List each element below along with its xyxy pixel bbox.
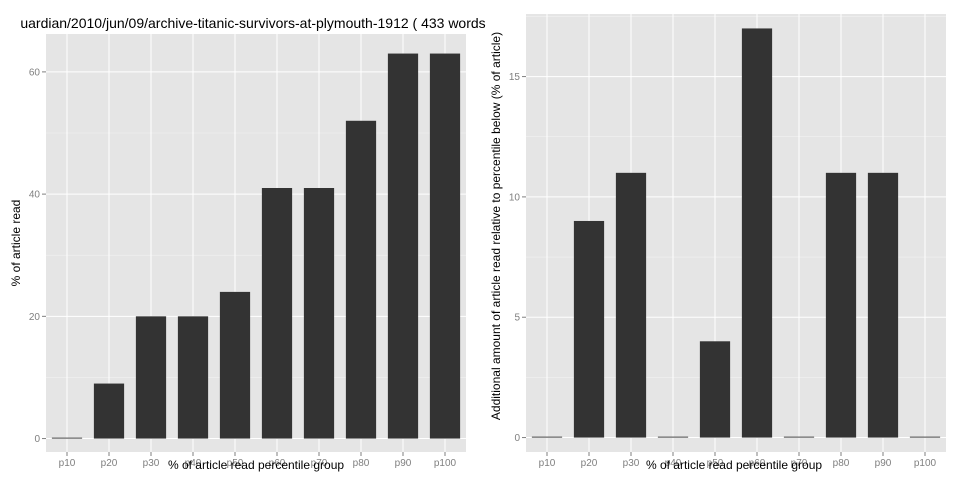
right-x-tick-label-p30: p30 (623, 458, 640, 469)
left-x-axis-ticks: p10 p20 p30 p40 p50 p60 p70 p80 p90 p100 (59, 452, 457, 469)
left-x-axis-title: % of article read percentile group (168, 458, 344, 472)
left-y-tick-label: 0 (34, 434, 40, 445)
left-chart-title: uardian/2010/jun/09/archive-titanic-surv… (20, 15, 485, 31)
left-bar-p70 (303, 188, 335, 439)
right-y-tick-label: 15 (509, 72, 521, 83)
right-x-tick-label-p100: p100 (914, 458, 937, 469)
right-y-tick-label: 10 (509, 192, 521, 203)
left-x-tick-label-p70: p70 (311, 458, 328, 469)
left-bars (51, 53, 461, 439)
right-x-tick-label-p80: p80 (833, 458, 850, 469)
left-x-tick-label-p50: p50 (227, 458, 244, 469)
right-x-tick-label-p20: p20 (581, 458, 598, 469)
left-bar-p10 (51, 437, 83, 439)
left-bar-p30 (135, 316, 167, 439)
right-x-tick-label-p90: p90 (875, 458, 892, 469)
right-bar-p100 (909, 436, 941, 438)
right-bar-p90 (867, 172, 899, 438)
left-chart: uardian/2010/jun/09/archive-titanic-surv… (9, 15, 486, 472)
left-x-tick-label-p40: p40 (185, 458, 202, 469)
left-x-tick-label-p20: p20 (101, 458, 118, 469)
left-x-tick-label-p60: p60 (269, 458, 286, 469)
right-x-axis-title: % of article read percentile group (646, 458, 822, 472)
left-bar-p50 (219, 291, 251, 439)
right-y-tick-label: 5 (514, 313, 520, 324)
right-x-tick-label-p70: p70 (791, 458, 808, 469)
right-y-tick-label: 0 (514, 433, 520, 444)
right-chart: 0 5 10 15 p10 p20 p30 p40 p50 p60 p70 p80 p90 p100 %… (489, 14, 946, 472)
right-y-axis-ticks: 0 5 10 15 (509, 72, 526, 444)
right-bar-p40 (657, 436, 689, 438)
right-bar-p20 (573, 220, 605, 438)
right-bars (531, 28, 941, 438)
left-bar-p90 (387, 53, 419, 439)
right-x-tick-label-p50: p50 (707, 458, 724, 469)
right-y-axis-title: Additional amount of article read relati… (489, 32, 503, 420)
left-x-tick-label-p90: p90 (395, 458, 412, 469)
right-x-axis-ticks: p10 p20 p30 p40 p50 p60 p70 p80 p90 p100 (539, 452, 937, 469)
left-y-tick-label: 20 (29, 312, 41, 323)
left-y-tick-label: 40 (29, 190, 41, 201)
left-bar-p60 (261, 188, 293, 439)
left-x-tick-label-p10: p10 (59, 458, 76, 469)
right-bar-p60 (741, 28, 773, 438)
left-y-axis-title: % of article read (9, 200, 23, 287)
left-y-tick-label: 60 (29, 67, 41, 78)
right-x-tick-label-p60: p60 (749, 458, 766, 469)
right-bar-p70 (783, 436, 815, 438)
left-x-tick-label-p30: p30 (143, 458, 160, 469)
left-y-axis-ticks: 0 20 40 60 (29, 67, 46, 445)
left-x-tick-label-p100: p100 (434, 458, 457, 469)
right-bar-p10 (531, 436, 563, 438)
left-bar-p40 (177, 316, 209, 439)
left-bar-p100 (429, 53, 461, 439)
right-bar-p30 (615, 172, 647, 438)
left-bar-p20 (93, 383, 125, 439)
right-x-tick-label-p10: p10 (539, 458, 556, 469)
left-bar-p80 (345, 120, 377, 439)
left-x-tick-label-p80: p80 (353, 458, 370, 469)
right-bar-p50 (699, 341, 731, 438)
right-x-tick-label-p40: p40 (665, 458, 682, 469)
right-bar-p80 (825, 172, 857, 438)
